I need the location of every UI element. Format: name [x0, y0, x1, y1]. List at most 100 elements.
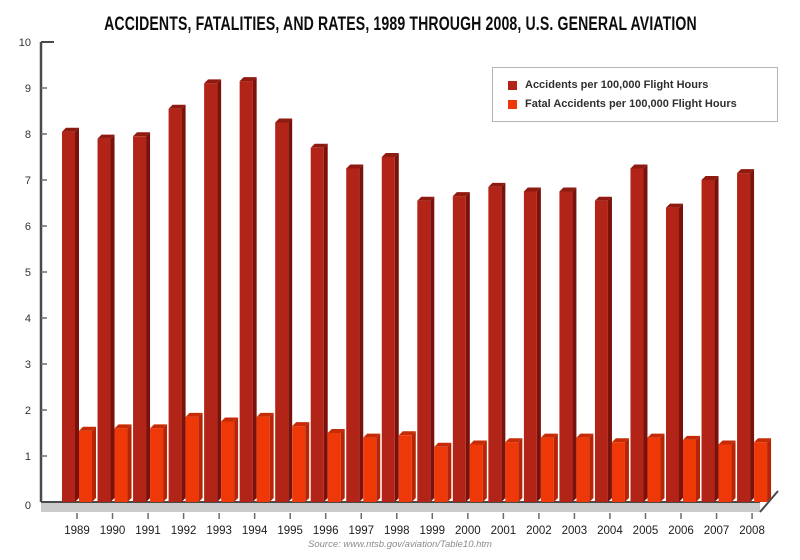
bar-side-fatal-accidents-2004	[624, 438, 629, 502]
bar-side-fatal-accidents-1991	[163, 424, 168, 502]
bar-side-fatal-accidents-2006	[696, 435, 701, 502]
legend-item-fatal-accidents: Fatal Accidents per 100,000 Flight Hours	[508, 98, 777, 110]
bar-top-accidents-1993	[204, 79, 222, 84]
bar-top-fatal-accidents-1995	[292, 422, 310, 427]
x-tick-label-1991: 1991	[135, 525, 161, 537]
bar-accidents-2007	[701, 180, 715, 502]
bar-fatal-accidents-2003	[576, 437, 590, 502]
x-tick-label-1997: 1997	[348, 525, 374, 537]
bar-accidents-1996	[310, 147, 324, 503]
y-tick-label-5: 5	[25, 267, 31, 279]
bar-side-accidents-1998	[394, 153, 399, 502]
bar-side-fatal-accidents-2008	[767, 438, 772, 502]
bar-side-fatal-accidents-1993	[234, 417, 239, 502]
x-tick-label-2001: 2001	[491, 525, 517, 537]
bar-side-accidents-1996	[323, 143, 328, 503]
y-tick-label-3: 3	[25, 359, 31, 371]
x-tick-label-1989: 1989	[64, 525, 90, 537]
bar-top-accidents-2008	[737, 169, 755, 174]
floor-depth-edge	[759, 490, 779, 513]
bar-fatal-accidents-2005	[647, 437, 661, 502]
x-tick-label-2005: 2005	[633, 525, 659, 537]
bar-accidents-2008	[737, 173, 751, 502]
bar-fatal-accidents-1999	[434, 446, 448, 502]
bar-fatal-accidents-2000	[469, 444, 483, 502]
x-tick-label-2002: 2002	[526, 525, 552, 537]
bar-side-fatal-accidents-1992	[198, 412, 203, 502]
bar-accidents-1995	[275, 122, 289, 502]
x-tick-label-2008: 2008	[739, 525, 765, 537]
bar-accidents-1992	[168, 108, 182, 502]
chart-title: ACCIDENTS, FATALITIES, AND RATES, 1989 T…	[104, 14, 697, 35]
bar-accidents-2000	[452, 196, 466, 502]
bar-side-fatal-accidents-1998	[411, 431, 416, 502]
bar-top-accidents-2002	[523, 187, 541, 192]
bar-top-fatal-accidents-1993	[221, 417, 239, 422]
bar-side-accidents-2003	[572, 187, 577, 502]
bar-side-accidents-1997	[359, 164, 364, 502]
bar-side-fatal-accidents-1995	[305, 422, 310, 502]
bar-accidents-2003	[559, 191, 573, 502]
y-tick-label-0: 0	[25, 500, 31, 512]
bar-side-accidents-2001	[501, 182, 506, 502]
bar-top-fatal-accidents-2005	[647, 433, 665, 438]
source-note: Source: www.ntsb.gov/aviation/Table10.ht…	[308, 539, 492, 550]
bar-top-fatal-accidents-1994	[256, 412, 274, 417]
bar-fatal-accidents-2001	[505, 442, 519, 502]
bar-fatal-accidents-1990	[114, 428, 128, 502]
bar-side-fatal-accidents-1994	[269, 412, 274, 502]
bar-accidents-1998	[381, 157, 395, 502]
bar-side-accidents-2006	[679, 203, 684, 502]
bar-fatal-accidents-1994	[256, 416, 270, 502]
title-row: ACCIDENTS, FATALITIES, AND RATES, 1989 T…	[0, 14, 800, 36]
x-tick-label-2007: 2007	[704, 525, 730, 537]
bar-side-accidents-1994	[252, 77, 257, 502]
bar-accidents-2006	[666, 207, 680, 502]
bar-top-accidents-1989	[62, 127, 79, 132]
bar-top-fatal-accidents-1991	[150, 424, 168, 429]
bar-top-accidents-1999	[417, 196, 435, 201]
x-tick-label-2000: 2000	[455, 525, 481, 537]
bar-top-accidents-2000	[452, 192, 470, 197]
bar-side-accidents-2008	[750, 169, 755, 502]
bar-side-accidents-1995	[288, 118, 293, 502]
legend-label-accidents: Accidents per 100,000 Flight Hours	[525, 79, 709, 91]
y-tick-label-8: 8	[25, 129, 31, 141]
bar-top-fatal-accidents-2004	[611, 438, 629, 443]
bar-side-accidents-2004	[607, 196, 612, 502]
x-tick-label-2004: 2004	[597, 525, 623, 537]
bar-fatal-accidents-1993	[221, 421, 235, 502]
bar-side-accidents-1989	[75, 127, 79, 502]
bar-top-fatal-accidents-2008	[754, 438, 772, 443]
bar-side-fatal-accidents-2005	[660, 433, 665, 502]
y-tick-label-2: 2	[25, 405, 31, 417]
y-tick-label-9: 9	[25, 83, 31, 95]
bar-top-accidents-2001	[488, 182, 506, 187]
bar-top-accidents-1990	[97, 134, 115, 139]
bar-accidents-1990	[97, 138, 111, 502]
bar-fatal-accidents-1996	[327, 433, 341, 502]
bar-fatal-accidents-1992	[185, 416, 199, 502]
bar-fatal-accidents-2008	[754, 442, 768, 502]
bar-side-accidents-2000	[465, 192, 470, 502]
bar-top-accidents-1996	[310, 143, 328, 148]
bar-accidents-2001	[488, 186, 502, 502]
bar-top-fatal-accidents-1989	[79, 426, 96, 431]
bar-top-accidents-2003	[559, 187, 577, 192]
bar-side-fatal-accidents-1996	[340, 429, 345, 502]
bar-accidents-2005	[630, 168, 644, 502]
bar-accidents-1999	[417, 200, 431, 502]
bar-top-fatal-accidents-1999	[434, 442, 452, 447]
bar-top-fatal-accidents-1997	[363, 433, 381, 438]
y-tick-label-10: 10	[19, 37, 31, 49]
bar-accidents-2002	[523, 191, 537, 502]
bar-fatal-accidents-1989	[79, 430, 92, 502]
x-tick-label-2003: 2003	[562, 525, 588, 537]
bar-top-fatal-accidents-2002	[540, 433, 558, 438]
bar-top-accidents-2006	[666, 203, 684, 208]
bar-side-fatal-accidents-2003	[589, 433, 594, 502]
bar-fatal-accidents-2007	[718, 444, 732, 502]
bar-side-fatal-accidents-1999	[447, 442, 452, 502]
bar-top-fatal-accidents-1998	[398, 431, 416, 436]
